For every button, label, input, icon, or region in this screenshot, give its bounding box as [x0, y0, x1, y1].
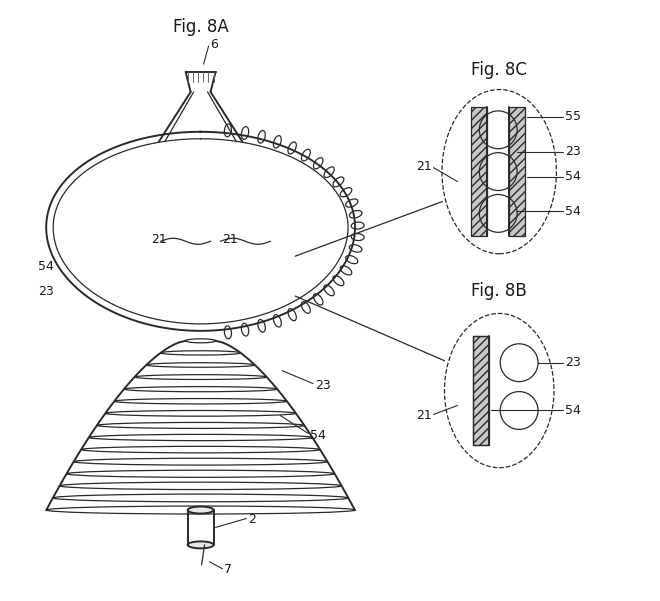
Text: 54: 54: [565, 205, 581, 218]
Text: 23: 23: [565, 145, 581, 158]
Text: Fig. 8C: Fig. 8C: [471, 61, 527, 79]
Text: 21: 21: [416, 409, 432, 422]
Text: 23: 23: [565, 356, 581, 369]
Text: 54: 54: [310, 429, 326, 442]
Text: Fig. 8A: Fig. 8A: [173, 18, 228, 36]
Text: 6: 6: [211, 38, 218, 50]
Ellipse shape: [187, 542, 214, 548]
Text: 23: 23: [38, 284, 54, 297]
Bar: [471, 107, 487, 236]
Text: 54: 54: [38, 260, 54, 273]
Bar: [509, 107, 525, 236]
Text: 54: 54: [565, 404, 581, 417]
Bar: [473, 336, 489, 445]
Text: Fig. 8B: Fig. 8B: [471, 282, 527, 300]
Text: 21: 21: [416, 160, 432, 173]
Text: 21: 21: [222, 233, 238, 246]
Text: 55: 55: [565, 111, 581, 123]
Text: 21: 21: [151, 233, 167, 246]
Text: 2: 2: [248, 513, 256, 526]
Text: 23: 23: [315, 379, 331, 392]
Text: 7: 7: [224, 563, 232, 576]
Text: 54: 54: [565, 170, 581, 183]
Ellipse shape: [187, 507, 214, 513]
